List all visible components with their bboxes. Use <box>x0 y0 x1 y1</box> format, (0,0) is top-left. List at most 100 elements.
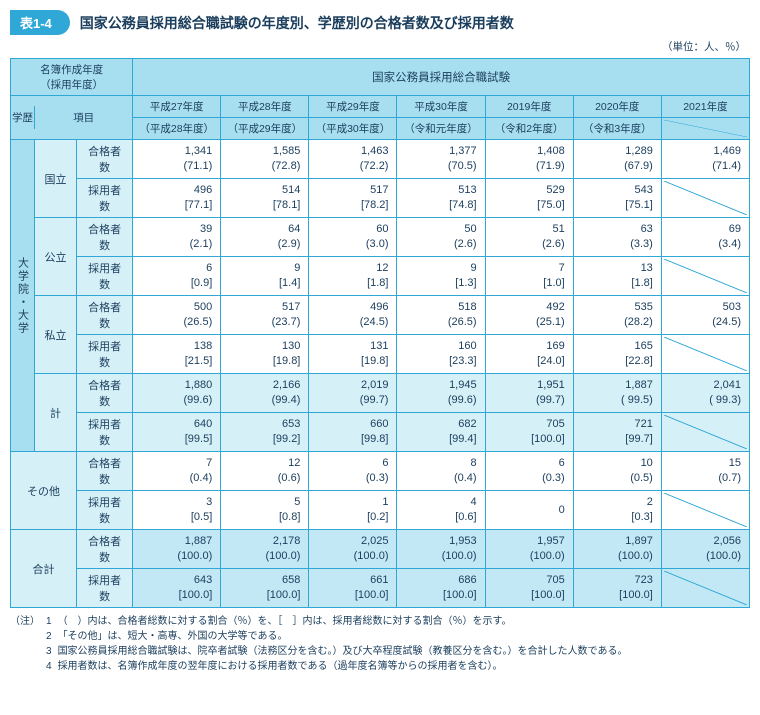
table-cell <box>661 491 749 530</box>
col-year: 2019年度 <box>485 96 573 118</box>
col-subyear: （令和2年度） <box>485 118 573 140</box>
table-cell: 2 [0.3] <box>573 491 661 530</box>
table-cell: 51 (2.6) <box>485 218 573 257</box>
table-cell <box>661 179 749 218</box>
table-cell: 2,166 (99.4) <box>221 374 309 413</box>
notes-prefix: （注） <box>10 614 40 629</box>
table-cell: 138 [21.5] <box>133 335 221 374</box>
table-cell: 12 [1.8] <box>309 257 397 296</box>
table-title: 国家公務員採用総合職試験の年度別、学歴別の合格者数及び採用者数 <box>80 13 514 33</box>
table-cell: 496 [77.1] <box>133 179 221 218</box>
data-table: 名簿作成年度 （採用年度） 国家公務員採用総合職試験 学歴 項目 平成27年度 … <box>10 58 750 608</box>
table-cell: 1,957 (100.0) <box>485 530 573 569</box>
row-label: 公立 <box>35 218 77 296</box>
table-cell: 131 [19.8] <box>309 335 397 374</box>
note-num: 4 <box>46 659 52 674</box>
table-cell: 4 [0.6] <box>397 491 485 530</box>
note-num: 3 <box>46 644 52 659</box>
table-cell: 1,951 (99.7) <box>485 374 573 413</box>
table-cell: 705 [100.0] <box>485 569 573 608</box>
table-cell: 682 [99.4] <box>397 413 485 452</box>
col-year: 2020年度 <box>573 96 661 118</box>
table-tag: 表1-4 <box>10 10 70 35</box>
note-text: （ ）内は、合格者総数に対する割合（％）を、［ ］内は、採用者総数に対する割合（… <box>58 614 512 629</box>
table-cell: 514 [78.1] <box>221 179 309 218</box>
table-cell: 50 (2.6) <box>397 218 485 257</box>
table-cell: 39 (2.1) <box>133 218 221 257</box>
row-label: 合格者数 <box>77 218 133 257</box>
table-cell: 653 [99.2] <box>221 413 309 452</box>
table-cell: 12 (0.6) <box>221 452 309 491</box>
unit-label: （単位：人、％） <box>10 39 746 54</box>
col-item: 項目 <box>35 106 132 129</box>
table-cell: 1,880 (99.6) <box>133 374 221 413</box>
table-cell: 10 (0.5) <box>573 452 661 491</box>
table-cell: 543 [75.1] <box>573 179 661 218</box>
table-cell: 640 [99.5] <box>133 413 221 452</box>
note-text: 国家公務員採用総合職試験は、院卒者試験（法務区分を含む。）及び大卒程度試験（教養… <box>58 644 628 659</box>
row-label: 合計 <box>11 530 77 608</box>
col-subyear: （令和3年度） <box>573 118 661 140</box>
table-cell: 2,178 (100.0) <box>221 530 309 569</box>
note-num: 1 <box>46 614 52 629</box>
row-label: 合格者数 <box>77 296 133 335</box>
table-cell: 1,953 (100.0) <box>397 530 485 569</box>
table-cell: 9 [1.3] <box>397 257 485 296</box>
row-label: 採用者数 <box>77 491 133 530</box>
table-cell: 496 (24.5) <box>309 296 397 335</box>
row-label: その他 <box>11 452 77 530</box>
year-row: 学歴 項目 平成27年度 平成28年度 平成29年度 平成30年度 2019年度… <box>11 96 750 118</box>
row-label: 合格者数 <box>77 452 133 491</box>
table-cell: 517 (23.7) <box>221 296 309 335</box>
table-cell: 518 (26.5) <box>397 296 485 335</box>
table-cell: 721 [99.7] <box>573 413 661 452</box>
row-label: 合格者数 <box>77 374 133 413</box>
table-cell: 13 [1.8] <box>573 257 661 296</box>
table-cell: 1,887 (100.0) <box>133 530 221 569</box>
table-cell: 2,025 (100.0) <box>309 530 397 569</box>
table-cell: 1,887 ( 99.5) <box>573 374 661 413</box>
table-cell: 2,019 (99.7) <box>309 374 397 413</box>
table-cell: 503 (24.5) <box>661 296 749 335</box>
col-subyear: （平成30年度） <box>309 118 397 140</box>
notes: （注） 1 （ ）内は、合格者総数に対する割合（％）を、［ ］内は、採用者総数に対す… <box>10 614 750 674</box>
table-cell: 1,585 (72.8) <box>221 140 309 179</box>
col-year: 平成27年度 <box>133 96 221 118</box>
table-cell: 5 [0.8] <box>221 491 309 530</box>
row-label: 私立 <box>35 296 77 374</box>
table-cell: 69 (3.4) <box>661 218 749 257</box>
table-cell: 1,463 (72.2) <box>309 140 397 179</box>
table-cell: 6 [0.9] <box>133 257 221 296</box>
table-cell: 130 [19.8] <box>221 335 309 374</box>
table-cell: 517 [78.2] <box>309 179 397 218</box>
col-examtitle: 国家公務員採用総合職試験 <box>133 59 750 96</box>
table-cell <box>661 335 749 374</box>
row-label: 計 <box>35 374 77 452</box>
col-year: 2021年度 <box>661 96 749 118</box>
row-label: 合格者数 <box>77 140 133 179</box>
table-cell: 492 (25.1) <box>485 296 573 335</box>
table-cell: 60 (3.0) <box>309 218 397 257</box>
table-cell: 660 [99.8] <box>309 413 397 452</box>
table-cell: 686 [100.0] <box>397 569 485 608</box>
table-cell: 1,945 (99.6) <box>397 374 485 413</box>
table-cell: 15 (0.7) <box>661 452 749 491</box>
col-subyear-blank <box>661 118 749 140</box>
col-listyear: 名簿作成年度 （採用年度） <box>11 59 133 96</box>
table-header: 表1-4 国家公務員採用総合職試験の年度別、学歴別の合格者数及び採用者数 <box>10 10 750 35</box>
table-cell: 169 [24.0] <box>485 335 573 374</box>
table-cell: 1 [0.2] <box>309 491 397 530</box>
table-cell: 658 [100.0] <box>221 569 309 608</box>
row-label: 採用者数 <box>77 179 133 218</box>
row-label: 採用者数 <box>77 569 133 608</box>
table-cell: 513 [74.8] <box>397 179 485 218</box>
table-cell <box>661 569 749 608</box>
col-year: 平成28年度 <box>221 96 309 118</box>
row-label: 合格者数 <box>77 530 133 569</box>
col-year: 平成29年度 <box>309 96 397 118</box>
table-cell <box>661 257 749 296</box>
table-cell: 7 [1.0] <box>485 257 573 296</box>
table-cell: 535 (28.2) <box>573 296 661 335</box>
table-cell: 63 (3.3) <box>573 218 661 257</box>
table-cell: 0 <box>485 491 573 530</box>
